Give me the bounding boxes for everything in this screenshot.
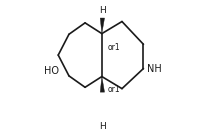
Text: NH: NH xyxy=(146,64,161,73)
Text: or1: or1 xyxy=(107,85,120,95)
Polygon shape xyxy=(100,77,104,92)
Text: H: H xyxy=(99,122,106,131)
Text: HO: HO xyxy=(44,66,59,76)
Text: or1: or1 xyxy=(107,42,120,52)
Polygon shape xyxy=(100,18,104,34)
Text: H: H xyxy=(99,6,106,15)
